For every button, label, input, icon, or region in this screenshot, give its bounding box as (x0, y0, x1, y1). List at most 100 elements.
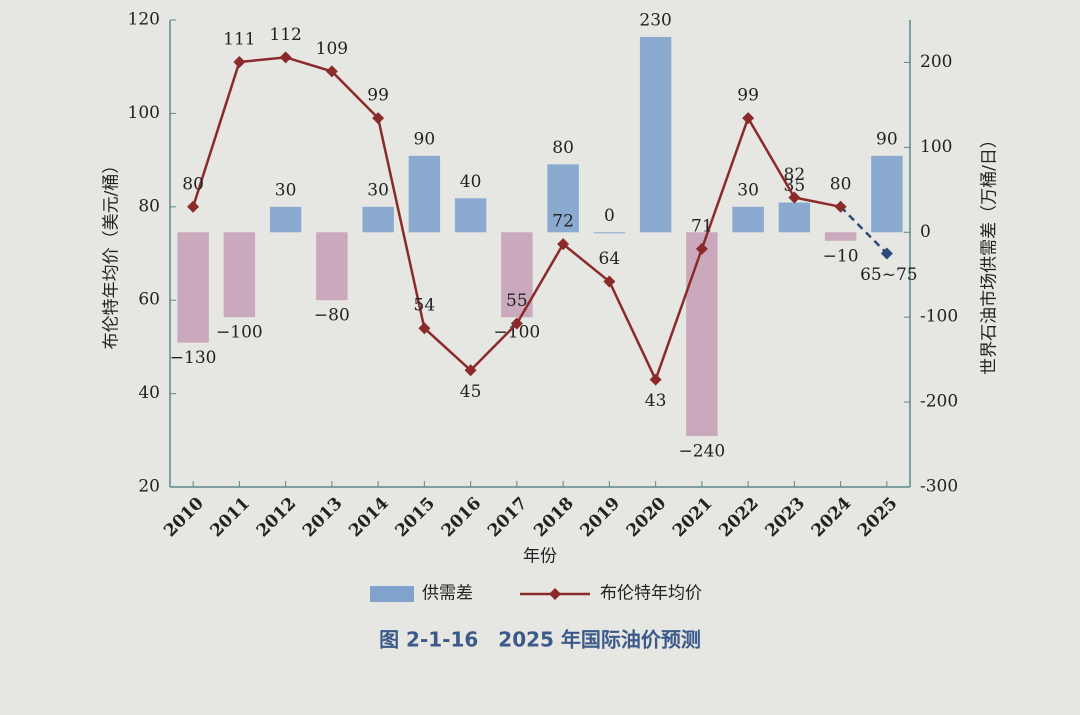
bar-value-label: −10 (823, 246, 859, 266)
line-value-label: 54 (414, 296, 436, 316)
line-value-label: 64 (599, 249, 621, 269)
y-tick-label: 40 (138, 383, 160, 403)
line-marker (880, 247, 893, 260)
bar-value-label: 40 (460, 172, 482, 192)
x-tick-label: 2016 (438, 494, 486, 542)
caption: 图 2-1-16 2025 年国际油价预测 (379, 628, 701, 652)
line-value-label: 65~75 (860, 265, 918, 285)
bar-value-label: −240 (679, 442, 726, 462)
bar-value-label: −100 (494, 323, 541, 343)
x-tick-label: 2024 (808, 493, 856, 541)
bar-value-label: 80 (552, 138, 574, 158)
line-marker (695, 242, 708, 255)
y2-tick-label: 100 (920, 137, 952, 157)
line-value-label: 71 (691, 216, 713, 236)
line-marker (418, 322, 431, 335)
x-tick-label: 2011 (206, 494, 254, 542)
line-value-label: 80 (830, 174, 852, 194)
y-tick-label: 20 (138, 477, 160, 497)
line-marker (187, 200, 200, 213)
line-marker (279, 51, 292, 64)
line-value-label: 99 (367, 86, 389, 106)
x-tick-label: 2021 (669, 494, 717, 542)
bar-value-label: 30 (275, 180, 297, 200)
bar (593, 232, 626, 234)
x-tick-label: 2018 (530, 494, 578, 542)
bar (501, 232, 533, 318)
line-marker (325, 65, 338, 78)
y-tick-label: 80 (138, 196, 160, 216)
line-marker (788, 191, 801, 204)
line-value-label: 111 (223, 30, 255, 50)
x-tick-label: 2013 (299, 494, 347, 542)
x-tick-label: 2023 (761, 494, 809, 542)
bar-value-label: 90 (876, 129, 898, 149)
x-tick-label: 2012 (253, 494, 301, 542)
y2-tick-label: 200 (920, 52, 952, 72)
line-value-label: 82 (784, 165, 806, 185)
line-marker (510, 317, 523, 330)
bar-value-label: 30 (367, 180, 389, 200)
line-value-label: 99 (737, 86, 759, 106)
bar (362, 206, 394, 233)
legend-marker (549, 588, 561, 600)
bar (639, 36, 672, 233)
bar (778, 202, 811, 233)
line-value-label: 45 (460, 382, 482, 402)
y2-tick-label: 0 (920, 222, 931, 242)
y-tick-label: 100 (128, 103, 160, 123)
bar-value-label: 90 (414, 129, 436, 149)
line-marker (834, 200, 847, 213)
bar-value-label: −80 (314, 306, 350, 326)
y2-tick-label: -200 (920, 392, 958, 412)
line-value-label: 55 (506, 291, 528, 311)
bar (454, 198, 487, 233)
y2-tick-label: -300 (920, 477, 958, 497)
legend-swatch (370, 586, 414, 602)
x-tick-label: 2020 (623, 493, 671, 541)
x-tick-label: 2010 (160, 493, 208, 541)
forecast-line (839, 205, 888, 255)
y2-axis-label: 世界石油市场供需差（万桶/日） (980, 131, 1000, 375)
x-tick-label: 2022 (715, 494, 763, 542)
line-marker (233, 56, 246, 69)
legend-label: 供需差 (422, 584, 473, 604)
bar-value-label: 230 (639, 10, 671, 30)
y-tick-label: 60 (138, 290, 160, 310)
line-value-label: 112 (269, 25, 301, 45)
bar (177, 232, 209, 343)
line-value-label: 72 (552, 212, 574, 232)
bar-value-label: 30 (737, 180, 759, 200)
x-tick-label: 2019 (576, 494, 624, 542)
bar (871, 155, 903, 233)
x-axis-label: 年份 (523, 547, 557, 567)
line-marker (557, 238, 570, 251)
line-marker (742, 112, 755, 125)
bar-value-label: 0 (604, 206, 615, 226)
bar (547, 164, 579, 233)
legend-label: 布伦特年均价 (600, 584, 702, 604)
bar (686, 232, 718, 437)
y-tick-label: 120 (128, 10, 160, 30)
x-tick-label: 2015 (391, 494, 439, 542)
y2-tick-label: -100 (920, 307, 958, 327)
x-tick-label: 2025 (854, 494, 902, 542)
y-axis-label: 布伦特年均价（美元/桶） (102, 157, 122, 350)
line-value-label: 43 (645, 391, 667, 411)
bar (269, 206, 302, 233)
x-tick-label: 2017 (484, 494, 532, 542)
line-marker (372, 112, 385, 125)
bar-value-label: 35 (784, 176, 806, 196)
bar (824, 232, 857, 241)
bar-value-label: −130 (170, 348, 217, 368)
bar (408, 155, 441, 233)
line-marker (649, 373, 662, 386)
bar (223, 232, 256, 318)
line-value-label: 80 (182, 174, 204, 194)
line-marker (464, 364, 477, 377)
line-value-label: 109 (316, 39, 348, 59)
bar-value-label: −100 (216, 323, 263, 343)
bar (316, 232, 348, 301)
bar (732, 206, 764, 233)
